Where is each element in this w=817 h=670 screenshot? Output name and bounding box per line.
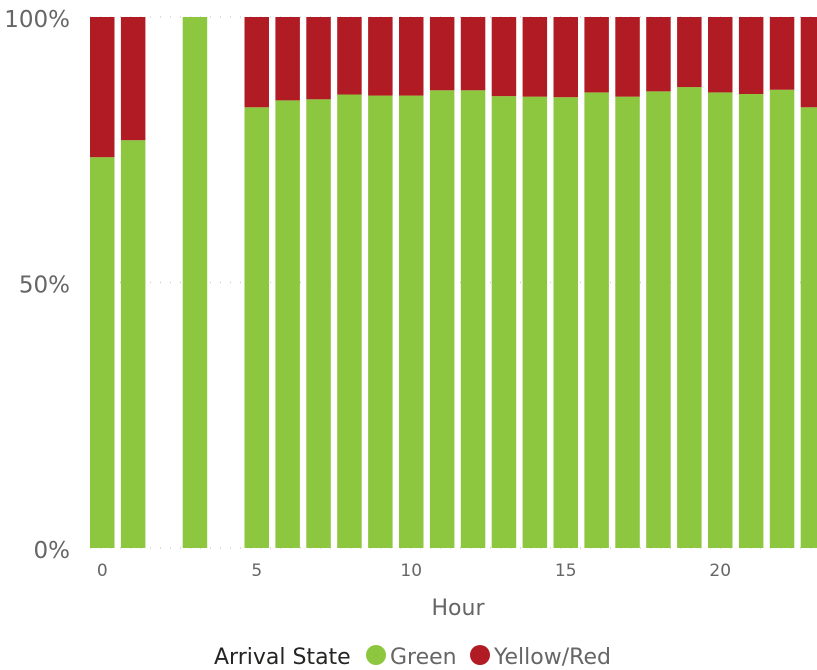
bar-yellow-red-hour-18 — [646, 17, 671, 92]
bar-yellow-red-hour-9 — [368, 17, 393, 96]
bar-green-hour-15 — [553, 97, 578, 548]
bar-green-hour-7 — [306, 99, 331, 549]
bar-yellow-red-hour-0 — [90, 17, 115, 158]
bar-green-hour-18 — [646, 91, 671, 548]
bar-green-hour-20 — [708, 92, 733, 548]
x-tick-label: 15 — [555, 561, 577, 581]
legend-swatch-green — [366, 645, 386, 665]
bar-yellow-red-hour-11 — [429, 17, 455, 91]
bar-green-hour-22 — [769, 89, 795, 548]
bar-green-hour-6 — [275, 100, 300, 548]
bar-yellow-red-hour-23 — [800, 17, 817, 108]
bar-green-hour-16 — [584, 92, 609, 548]
bar-yellow-red-hour-1 — [120, 17, 146, 141]
x-axis-title: Hour — [432, 596, 486, 621]
legend-label-green: Green — [390, 645, 457, 670]
bar-green-hour-13 — [491, 96, 517, 548]
bar-green-hour-21 — [738, 93, 764, 549]
bar-green-hour-12 — [460, 90, 486, 548]
bar-yellow-red-hour-22 — [769, 17, 795, 90]
x-tick-label: 5 — [251, 561, 262, 581]
y-tick-label: 100% — [4, 7, 70, 33]
bar-yellow-red-hour-16 — [584, 17, 609, 93]
legend-swatch-yellow-red — [470, 645, 490, 665]
bar-green-hour-23 — [800, 107, 817, 549]
bar-yellow-red-hour-7 — [306, 17, 331, 100]
y-tick-label: 50% — [19, 273, 70, 299]
x-tick-label: 20 — [709, 561, 731, 581]
bar-green-hour-14 — [522, 96, 548, 549]
bar-yellow-red-hour-20 — [708, 17, 733, 93]
y-tick-label: 0% — [34, 538, 71, 564]
bar-yellow-red-hour-15 — [553, 17, 578, 98]
y-axis-ticks: 0% 50% 100% — [4, 7, 70, 564]
bar-green-hour-1 — [120, 140, 146, 548]
x-axis-ticks: 0 5 10 15 20 — [97, 561, 731, 581]
bar-yellow-red-hour-19 — [677, 17, 702, 88]
bar-yellow-red-hour-6 — [275, 17, 300, 101]
bar-yellow-red-hour-17 — [615, 17, 640, 97]
legend-title: Arrival State — [214, 645, 351, 670]
bar-yellow-red-hour-8 — [337, 17, 362, 95]
x-tick-label: 0 — [97, 561, 108, 581]
x-tick-label: 10 — [400, 561, 422, 581]
bar-green-hour-17 — [615, 96, 640, 549]
bar-green-hour-5 — [244, 107, 269, 549]
bar-green-hour-19 — [677, 87, 702, 548]
bar-yellow-red-hour-21 — [738, 17, 764, 94]
bar-green-hour-9 — [368, 95, 393, 548]
bar-yellow-red-hour-12 — [460, 17, 486, 91]
legend: Arrival State Green Yellow/Red — [214, 645, 611, 670]
bar-yellow-red-hour-5 — [244, 17, 269, 108]
bars — [90, 17, 817, 549]
legend-label-yellow-red: Yellow/Red — [493, 645, 611, 670]
bar-green-hour-8 — [337, 94, 362, 548]
bar-yellow-red-hour-10 — [399, 17, 424, 96]
bar-green-hour-0 — [90, 157, 115, 548]
bar-green-hour-10 — [399, 95, 424, 548]
bar-green-hour-11 — [429, 90, 455, 548]
bar-green-hour-3 — [182, 17, 208, 548]
bar-yellow-red-hour-14 — [522, 17, 548, 97]
bar-yellow-red-hour-13 — [491, 17, 517, 97]
